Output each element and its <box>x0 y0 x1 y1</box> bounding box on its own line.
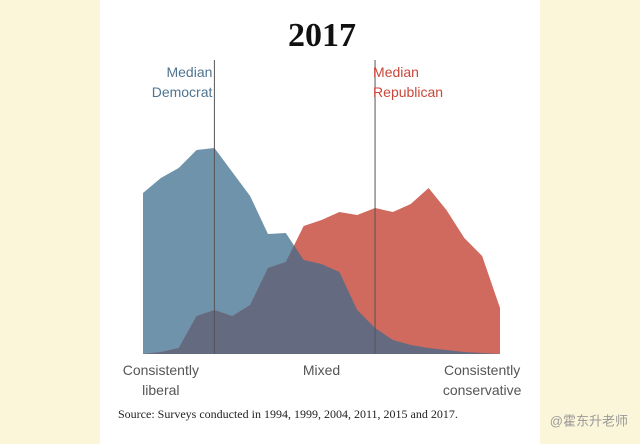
source: Source: Surveys conducted in 1994, 1999,… <box>118 407 458 421</box>
x-tick-label: Consistently conservative <box>442 362 522 398</box>
x-tick-label: Consistently liberal <box>122 362 199 398</box>
median-label: Median Democrat <box>151 64 213 100</box>
area <box>143 148 500 354</box>
x-tick-label: Mixed <box>302 362 341 378</box>
watermark: @霍东升老师 <box>550 413 628 428</box>
median-label: Median Republican <box>373 64 444 100</box>
chart-title: 2017 <box>288 17 356 54</box>
